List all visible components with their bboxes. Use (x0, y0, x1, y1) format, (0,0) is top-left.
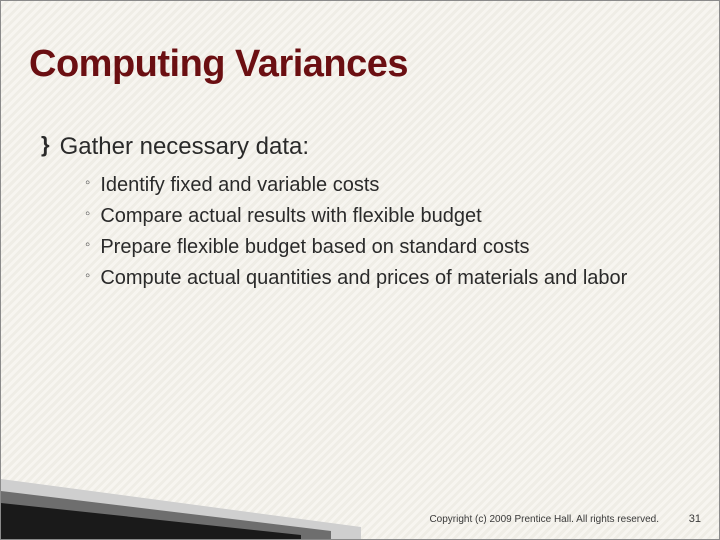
main-list-item: } Gather necessary data: (41, 131, 679, 162)
sub-bullet-icon: ◦ (85, 234, 90, 257)
footer-page-number: 31 (689, 513, 701, 525)
decorative-wedge-icon (1, 469, 720, 539)
main-item-text: Gather necessary data: (60, 131, 309, 162)
sub-list-item: ◦ Prepare flexible budget based on stand… (85, 234, 679, 261)
sub-bullet-icon: ◦ (85, 172, 90, 195)
footer-copyright: Copyright (c) 2009 Prentice Hall. All ri… (429, 514, 659, 525)
main-bullet-icon: } (41, 131, 50, 160)
sub-list-item: ◦ Compute actual quantities and prices o… (85, 265, 679, 292)
slide-title: Computing Variances (29, 43, 408, 86)
sub-bullet-icon: ◦ (85, 203, 90, 226)
sub-item-text: Compute actual quantities and prices of … (100, 265, 627, 292)
slide-content: } Gather necessary data: ◦ Identify fixe… (41, 131, 679, 296)
sub-item-text: Identify fixed and variable costs (100, 172, 379, 199)
sub-list: ◦ Identify fixed and variable costs ◦ Co… (85, 172, 679, 292)
sub-item-text: Compare actual results with flexible bud… (100, 203, 481, 230)
sub-list-item: ◦ Compare actual results with flexible b… (85, 203, 679, 230)
slide: Computing Variances } Gather necessary d… (0, 0, 720, 540)
sub-item-text: Prepare flexible budget based on standar… (100, 234, 529, 261)
sub-bullet-icon: ◦ (85, 265, 90, 288)
sub-list-item: ◦ Identify fixed and variable costs (85, 172, 679, 199)
